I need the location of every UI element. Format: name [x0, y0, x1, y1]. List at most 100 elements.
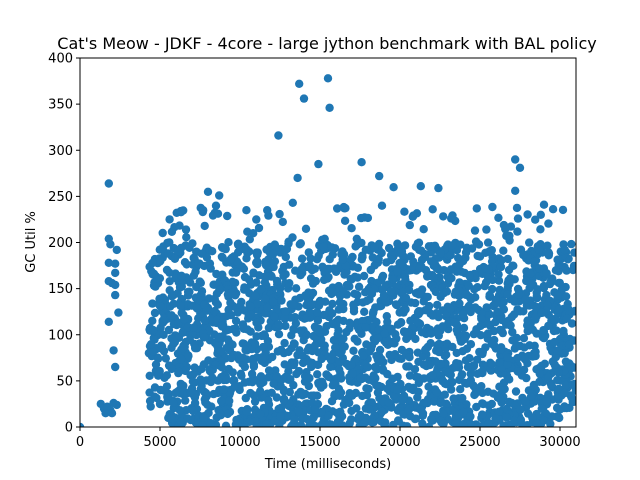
data-point	[332, 321, 341, 330]
data-point	[268, 352, 277, 362]
data-point	[295, 79, 304, 89]
data-point	[186, 388, 196, 397]
data-point	[551, 353, 560, 362]
data-point	[231, 291, 240, 300]
data-point	[393, 267, 402, 276]
data-point	[516, 307, 525, 316]
data-point	[348, 369, 357, 378]
data-point	[458, 310, 468, 319]
data-point	[408, 212, 417, 221]
data-point	[180, 258, 190, 267]
data-point	[482, 303, 491, 312]
x-tick-label: 20000	[379, 435, 420, 450]
data-point	[221, 244, 230, 254]
data-point	[511, 186, 520, 195]
data-point	[263, 303, 272, 313]
data-point	[111, 259, 120, 268]
data-point	[146, 340, 156, 349]
data-point	[319, 310, 328, 320]
data-point	[503, 353, 513, 362]
data-point	[475, 347, 484, 357]
data-point	[253, 248, 262, 257]
data-point	[80, 422, 85, 427]
data-point	[327, 397, 337, 406]
data-point	[258, 354, 267, 363]
data-point	[358, 316, 367, 326]
x-tick-label: 10000	[219, 435, 260, 450]
data-point	[323, 74, 333, 83]
data-point	[446, 251, 455, 260]
data-point	[191, 344, 200, 353]
data-point	[527, 279, 536, 288]
data-point	[554, 368, 563, 377]
data-point	[447, 385, 456, 394]
data-point	[536, 225, 545, 234]
data-point	[294, 406, 303, 416]
data-point	[488, 275, 497, 285]
data-point	[491, 299, 501, 308]
data-point	[297, 254, 307, 263]
data-point	[188, 239, 197, 248]
data-point	[543, 241, 552, 250]
data-point	[504, 276, 513, 285]
data-point	[111, 280, 120, 290]
data-point	[299, 94, 309, 103]
data-point	[268, 249, 278, 259]
data-point	[109, 346, 118, 355]
data-point	[285, 279, 294, 288]
data-point	[280, 338, 289, 348]
data-point	[178, 343, 188, 353]
data-point	[217, 252, 227, 261]
data-point	[281, 307, 290, 316]
data-point	[470, 390, 479, 400]
data-point	[426, 339, 435, 348]
data-point	[170, 338, 179, 347]
data-point	[415, 264, 424, 273]
data-point	[471, 237, 481, 246]
data-point	[401, 293, 411, 302]
data-point	[544, 219, 553, 228]
data-point	[446, 265, 456, 274]
data-point	[428, 371, 437, 380]
data-point	[349, 300, 358, 309]
data-point	[216, 347, 225, 356]
data-point	[184, 351, 193, 361]
data-point	[111, 290, 120, 300]
data-point	[439, 212, 448, 221]
data-point	[519, 334, 529, 343]
y-tick-label: 100	[48, 328, 73, 343]
data-point	[246, 388, 255, 398]
data-point	[465, 271, 474, 280]
data-point	[164, 325, 174, 335]
data-point	[404, 285, 414, 295]
data-point	[335, 298, 345, 307]
data-point	[450, 318, 459, 327]
data-point	[301, 224, 311, 233]
data-point	[544, 390, 553, 399]
data-point	[167, 364, 176, 374]
data-point	[342, 327, 351, 337]
data-point	[241, 345, 250, 355]
data-point	[370, 243, 379, 252]
data-point	[546, 419, 555, 427]
data-point	[345, 318, 354, 327]
data-point	[554, 305, 564, 314]
data-point	[398, 396, 407, 405]
data-point	[177, 271, 186, 280]
data-point	[497, 256, 506, 265]
data-point	[349, 346, 358, 355]
data-point	[112, 245, 122, 255]
data-point	[325, 420, 334, 427]
data-point	[460, 378, 470, 388]
data-point	[451, 363, 460, 372]
data-point	[275, 422, 284, 427]
data-point	[112, 400, 122, 410]
data-point	[448, 241, 457, 250]
y-tick-label: 300	[48, 144, 73, 159]
data-point	[206, 419, 216, 427]
data-point	[363, 213, 373, 223]
data-point	[361, 323, 370, 332]
data-point	[455, 299, 464, 308]
data-point	[428, 311, 437, 320]
data-point	[264, 366, 274, 375]
